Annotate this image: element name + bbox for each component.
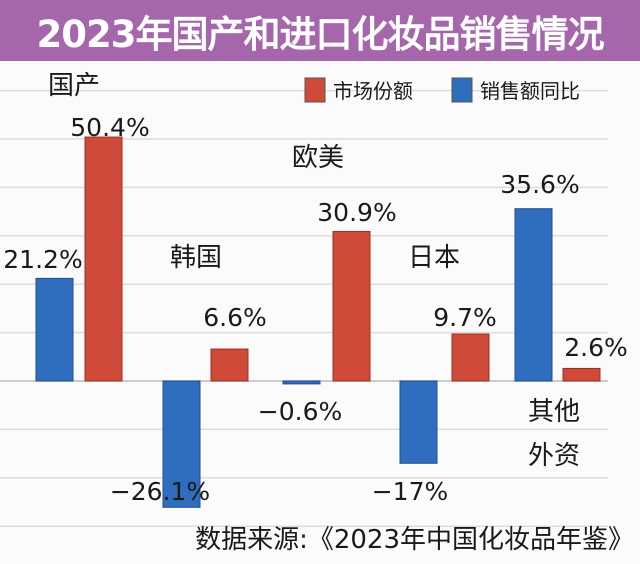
category-label: 日本	[408, 243, 460, 273]
category-label: 韩国	[170, 243, 222, 273]
data-label: 9.7%	[433, 303, 497, 332]
data-label: 50.4%	[70, 113, 149, 142]
category-label: 其他	[528, 397, 580, 427]
data-label: 6.6%	[203, 303, 267, 332]
chart-title: 2023年国产和进口化妆品销售情况	[36, 13, 605, 56]
data-label: 35.6%	[500, 170, 579, 199]
data-label: 21.2%	[3, 245, 82, 274]
bar-sales-yoy	[282, 380, 321, 385]
legend-swatch	[451, 77, 473, 103]
data-label: 30.9%	[317, 198, 396, 227]
data-label: −26.1%	[110, 477, 210, 506]
bar-market-share	[332, 230, 371, 382]
legend-label: 销售额同比	[480, 79, 580, 103]
title-bar: 2023年国产和进口化妆品销售情况	[0, 0, 640, 61]
bar-sales-yoy	[162, 380, 201, 508]
data-label: −0.6%	[258, 397, 342, 426]
category-label: 外资	[528, 441, 580, 471]
legend-swatch	[304, 77, 326, 103]
bar-sales-yoy	[514, 208, 553, 382]
source-note: 数据来源:《2023年中国化妆品年鉴》	[195, 525, 634, 555]
category-label: 国产	[48, 71, 100, 101]
bar-market-share	[210, 348, 249, 382]
category-label: 欧美	[292, 143, 344, 173]
data-label: 2.6%	[564, 333, 628, 362]
bar-sales-yoy	[35, 277, 74, 382]
bar-sales-yoy	[399, 380, 438, 464]
bar-market-share	[84, 136, 123, 382]
bar-market-share	[451, 333, 490, 382]
bar-market-share	[562, 367, 601, 382]
data-label: −17%	[372, 477, 449, 506]
legend-label: 市场份额	[333, 79, 413, 103]
